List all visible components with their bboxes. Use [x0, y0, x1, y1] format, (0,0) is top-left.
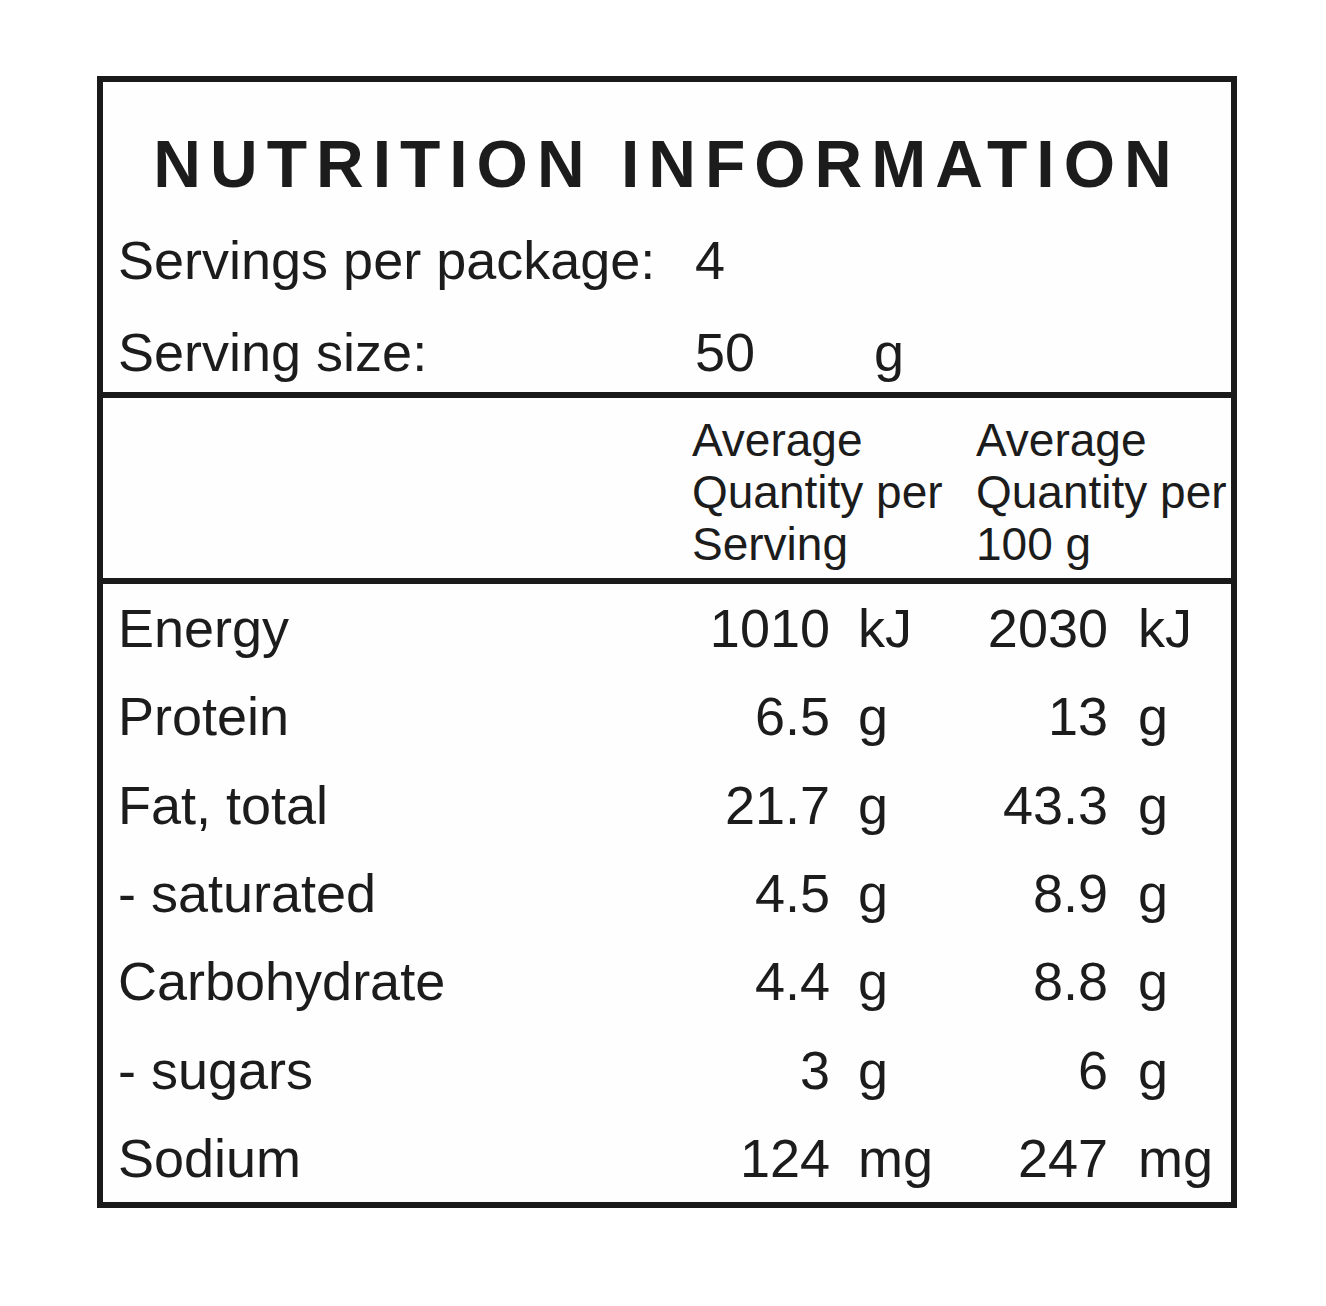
column-header-per-serving-line3: Serving: [692, 518, 943, 570]
per-100g-value: 8.8: [948, 950, 1108, 1012]
column-header-per-100g: Average Quantity per 100 g: [976, 414, 1227, 570]
column-header-per-100g-line2: Quantity per: [976, 466, 1227, 518]
servings-per-package-value: 4: [695, 229, 725, 291]
per-serving-value: 4.5: [523, 862, 830, 924]
per-100g-value: 8.9: [948, 862, 1108, 924]
per-100g-value: 247: [948, 1127, 1108, 1189]
per-100g-unit: g: [1108, 950, 1231, 1012]
per-100g-unit: g: [1108, 685, 1231, 747]
column-header-section: Average Quantity per Serving Average Qua…: [103, 398, 1231, 578]
serving-size-value: 50: [695, 321, 874, 383]
per-serving-value: 21.7: [523, 774, 830, 836]
nutrition-label-image: NUTRITION INFORMATION Servings per packa…: [0, 0, 1326, 1306]
per-serving-unit: g: [830, 950, 948, 1012]
per-serving-unit: g: [830, 1039, 948, 1101]
per-serving-value: 4.4: [523, 950, 830, 1012]
per-100g-unit: g: [1108, 774, 1231, 836]
nutrient-row-carbohydrate: Carbohydrate 4.4 g 8.8 g: [103, 937, 1231, 1025]
nutrient-row-energy: Energy 1010 kJ 2030 kJ: [103, 584, 1231, 672]
column-header-per-serving-line2: Quantity per: [692, 466, 943, 518]
nutrient-row-saturated: - saturated 4.5 g 8.9 g: [103, 849, 1231, 937]
per-serving-value: 1010: [523, 597, 830, 659]
column-header-per-serving-line1: Average: [692, 414, 943, 466]
per-serving-value: 6.5: [523, 685, 830, 747]
nutrient-name: Protein: [103, 685, 523, 747]
nutrient-name: Carbohydrate: [103, 950, 523, 1012]
nutrient-row-sugars: - sugars 3 g 6 g: [103, 1025, 1231, 1113]
panel-title: NUTRITION INFORMATION: [103, 131, 1231, 197]
servings-per-package-row: Servings per package: 4: [103, 229, 1231, 291]
nutrient-name: - sugars: [103, 1039, 523, 1101]
per-serving-value: 124: [523, 1127, 830, 1189]
nutrient-rows: Energy 1010 kJ 2030 kJ Protein 6.5 g 13 …: [103, 584, 1231, 1202]
nutrient-name: Energy: [103, 597, 523, 659]
nutrient-name: - saturated: [103, 862, 523, 924]
nutrition-panel: NUTRITION INFORMATION Servings per packa…: [97, 76, 1237, 1208]
nutrient-name: Fat, total: [103, 774, 523, 836]
per-serving-unit: g: [830, 862, 948, 924]
per-serving-unit: kJ: [830, 597, 948, 659]
per-100g-unit: mg: [1108, 1127, 1231, 1189]
per-100g-value: 2030: [948, 597, 1108, 659]
per-100g-unit: kJ: [1108, 597, 1231, 659]
column-header-per-100g-line3: 100 g: [976, 518, 1227, 570]
column-header-per-100g-line1: Average: [976, 414, 1227, 466]
per-serving-unit: g: [830, 685, 948, 747]
servings-per-package-label: Servings per package:: [118, 229, 695, 291]
serving-size-label: Serving size:: [118, 321, 695, 383]
per-100g-unit: g: [1108, 1039, 1231, 1101]
nutrient-row-fat-total: Fat, total 21.7 g 43.3 g: [103, 761, 1231, 849]
per-serving-unit: mg: [830, 1127, 948, 1189]
nutrient-row-protein: Protein 6.5 g 13 g: [103, 672, 1231, 760]
serving-size-row: Serving size: 50 g: [103, 321, 1231, 383]
per-100g-value: 6: [948, 1039, 1108, 1101]
nutrient-row-sodium: Sodium 124 mg 247 mg: [103, 1114, 1231, 1202]
per-serving-value: 3: [523, 1039, 830, 1101]
nutrient-name: Sodium: [103, 1127, 523, 1189]
per-100g-unit: g: [1108, 862, 1231, 924]
per-100g-value: 13: [948, 685, 1108, 747]
serving-size-unit: g: [874, 321, 904, 383]
column-header-per-serving: Average Quantity per Serving: [692, 414, 943, 570]
per-serving-unit: g: [830, 774, 948, 836]
per-100g-value: 43.3: [948, 774, 1108, 836]
